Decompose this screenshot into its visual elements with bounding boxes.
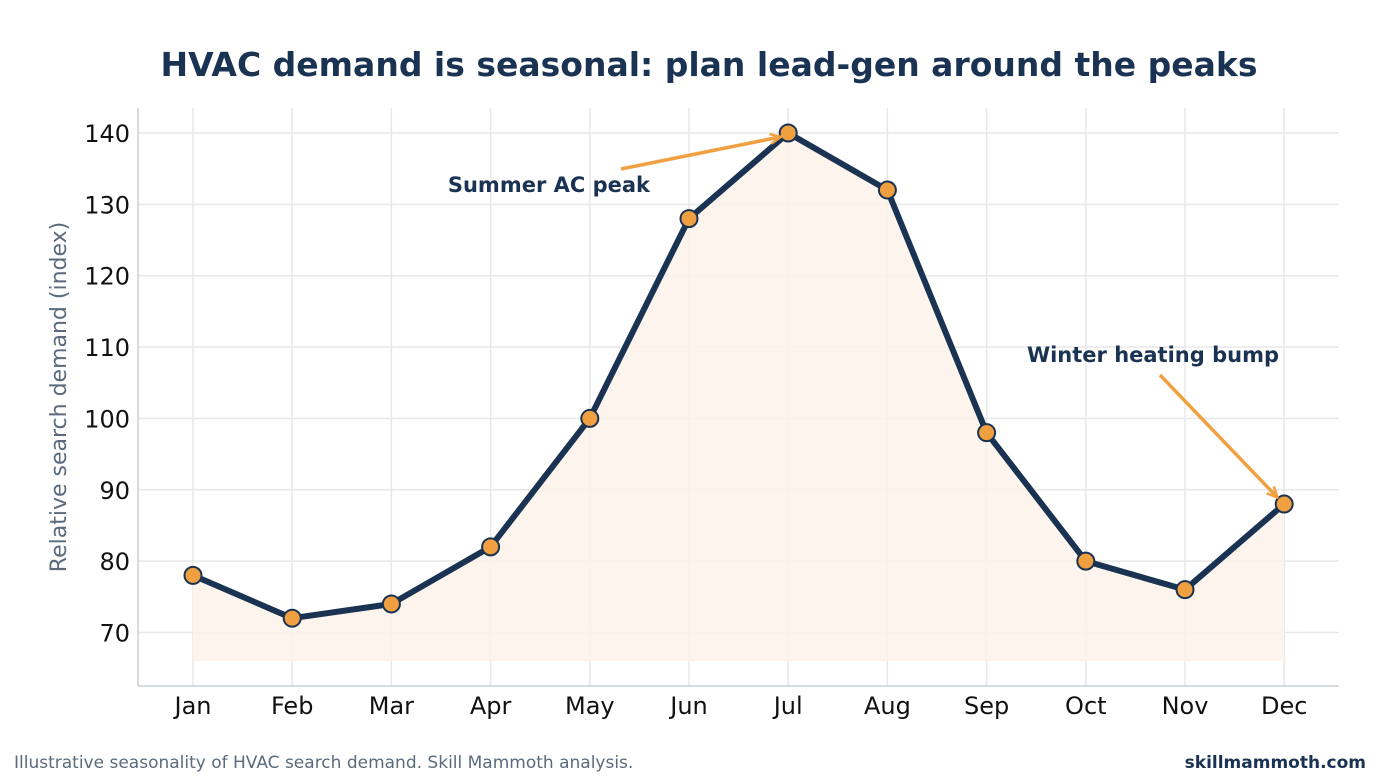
data-point-nov bbox=[1175, 580, 1195, 600]
data-point-mar bbox=[381, 594, 401, 614]
y-ticks: 70 80 90 100 110 120 130 140 bbox=[84, 120, 130, 648]
x-tick-label: May bbox=[565, 692, 615, 720]
footer-brand: skillmammoth.com bbox=[1185, 753, 1366, 773]
y-tick-label: 130 bbox=[84, 191, 130, 219]
data-point-jan bbox=[183, 565, 203, 585]
data-point-oct bbox=[1076, 551, 1096, 571]
data-point-dec bbox=[1274, 494, 1294, 514]
annotation-arrow-summer bbox=[620, 137, 780, 171]
data-point-jul bbox=[778, 123, 798, 143]
series-line bbox=[190, 129, 1288, 622]
area-fill bbox=[193, 132, 1285, 661]
x-ticks: Jan Feb Mar Apr May Jun Jul Aug Sep Oct Nov Dec bbox=[173, 692, 1308, 720]
data-point-may bbox=[580, 408, 600, 428]
data-point-apr bbox=[481, 537, 501, 557]
y-tick-label: 120 bbox=[84, 263, 130, 291]
y-tick-label: 140 bbox=[84, 120, 130, 148]
x-tick-label: Oct bbox=[1065, 692, 1107, 720]
y-tick-label: 80 bbox=[99, 548, 130, 576]
x-tick-label: Sep bbox=[964, 692, 1009, 720]
y-tick-label: 100 bbox=[84, 405, 130, 433]
y-tick-label: 110 bbox=[84, 334, 130, 362]
footer-caption: Illustrative seasonality of HVAC search … bbox=[14, 753, 633, 773]
x-tick-label: Feb bbox=[271, 692, 314, 720]
y-tick-label: 90 bbox=[99, 477, 130, 505]
data-point-feb bbox=[282, 608, 302, 628]
data-point-jun bbox=[679, 209, 699, 229]
x-tick-label: Jan bbox=[173, 692, 212, 720]
chart-title: HVAC demand is seasonal: plan lead-gen a… bbox=[161, 45, 1258, 84]
x-tick-label: Jul bbox=[772, 692, 803, 720]
annotation-arrow-winter bbox=[1158, 373, 1277, 497]
x-tick-label: Nov bbox=[1162, 692, 1209, 720]
data-point-sep bbox=[977, 423, 997, 443]
x-tick-label: Apr bbox=[470, 692, 512, 720]
y-axis-label: Relative search demand (index) bbox=[47, 222, 72, 572]
x-tick-label: Dec bbox=[1261, 692, 1307, 720]
x-tick-label: Mar bbox=[369, 692, 414, 720]
y-tick-label: 70 bbox=[99, 619, 130, 647]
data-point-aug bbox=[877, 180, 897, 200]
x-tick-label: Aug bbox=[864, 692, 911, 720]
annotation-winter-bump: Winter heating bump bbox=[1027, 343, 1279, 367]
x-tick-label: Jun bbox=[668, 692, 708, 720]
annotation-summer-peak: Summer AC peak bbox=[448, 173, 651, 197]
series-markers bbox=[183, 123, 1294, 628]
